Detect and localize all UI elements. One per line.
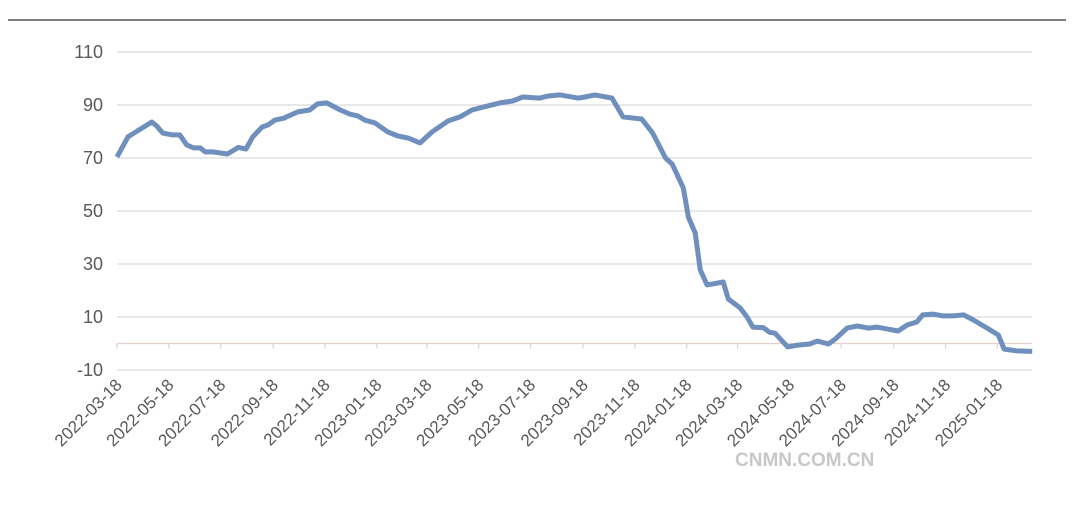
y-tick-label: -10 [77, 360, 103, 380]
watermark: CNMN.COM.CN [735, 450, 874, 471]
y-tick-label: 70 [83, 148, 103, 168]
series-line [114, 92, 1033, 354]
y-tick-label: 90 [83, 95, 103, 115]
y-tick-label: 50 [83, 201, 103, 221]
y-tick-label: 30 [83, 254, 103, 274]
y-tick-label: 10 [83, 307, 103, 327]
y-tick-label: 110 [74, 42, 103, 62]
